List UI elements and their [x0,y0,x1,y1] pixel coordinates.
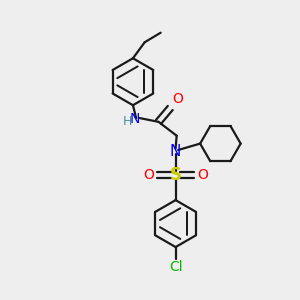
Text: Cl: Cl [169,260,182,274]
Text: N: N [130,112,140,126]
Text: N: N [170,144,181,159]
Text: O: O [197,167,208,182]
Text: O: O [143,167,154,182]
Text: H: H [122,115,132,128]
Text: O: O [172,92,183,106]
Text: S: S [169,166,181,184]
